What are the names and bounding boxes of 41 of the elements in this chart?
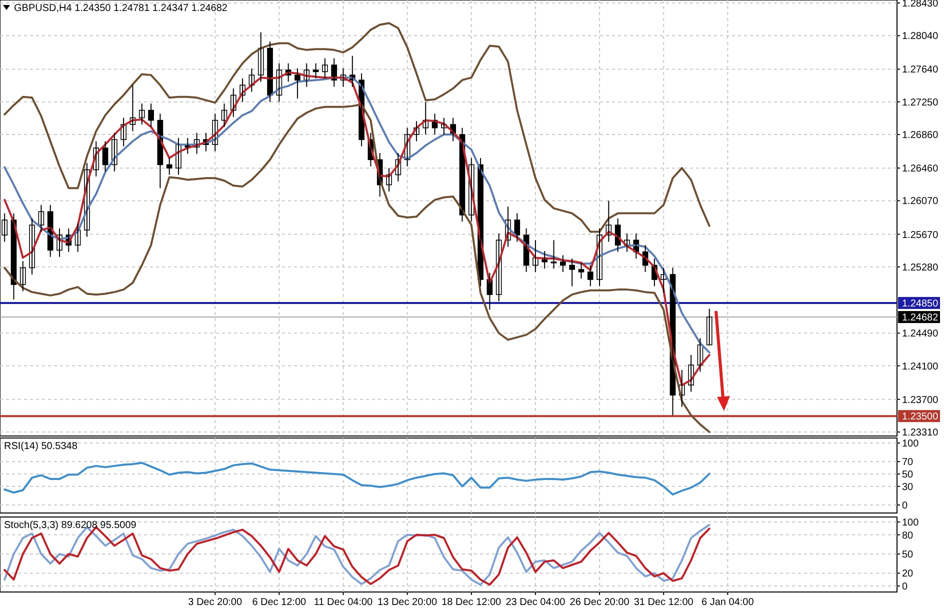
- x-tick-label: 26 Dec 20:00: [570, 597, 630, 608]
- chart-title: GBPUSD,H4 1.24350 1.24781 1.24347 1.24682: [14, 3, 228, 14]
- y-tick-label: 30: [902, 482, 914, 493]
- y-tick-label: 1.24100: [902, 361, 939, 372]
- x-tick-label: 23 Dec 04:00: [506, 597, 566, 608]
- x-tick-label: 11 Dec 04:00: [314, 597, 374, 608]
- y-tick-label: 1.24490: [902, 328, 939, 340]
- x-tick-label: 13 Dec 20:00: [378, 597, 438, 608]
- y-tick-label: 80: [902, 530, 914, 542]
- y-tick-label: 0: [902, 500, 908, 512]
- x-tick-label: 31 Dec 12:00: [634, 597, 694, 608]
- line-series: [4, 22, 710, 233]
- y-tick-label: 50: [902, 550, 914, 560]
- y-tick-label: 50: [902, 470, 914, 480]
- x-tick-label: 3 Dec 20:00: [188, 597, 242, 608]
- y-tick-label: 100: [902, 518, 920, 528]
- y-tick-label: 20: [902, 568, 914, 580]
- y-tick-label: 1.27250: [902, 97, 939, 108]
- y-tick-label: 1.27640: [902, 64, 939, 76]
- line-series: [4, 462, 710, 496]
- candlestick: [550, 240, 557, 270]
- y-tick-label: 1.25670: [902, 230, 939, 241]
- y-tick-label: 1.26460: [902, 164, 939, 175]
- ref-line-label: 1.24850: [902, 298, 939, 310]
- y-tick-label: 70: [902, 457, 914, 468]
- y-tick-label: 1.26860: [902, 130, 939, 142]
- y-tick-label: 1.23310: [902, 428, 939, 438]
- ref-line-label: 1.23500: [902, 412, 939, 423]
- line-series: [4, 103, 710, 433]
- ref-line-label: 1.24682: [902, 312, 939, 324]
- chart-title: RSI(14) 50.5348: [4, 441, 78, 452]
- x-tick-label: 18 Dec 12:00: [442, 597, 502, 608]
- y-tick-label: 1.26070: [902, 196, 939, 208]
- y-tick-label: 0: [902, 582, 908, 592]
- y-tick-label: 1.23700: [902, 394, 939, 406]
- chart-title: Stoch(5,3,3) 89.6208 95.5009: [4, 520, 137, 531]
- y-tick-label: 1.25280: [902, 262, 939, 274]
- x-tick-label: 6 Jan 04:00: [702, 597, 754, 608]
- y-tick-label: 100: [902, 438, 920, 450]
- y-tick-label: 1.28040: [902, 31, 939, 42]
- x-tick-label: 6 Dec 12:00: [252, 597, 307, 608]
